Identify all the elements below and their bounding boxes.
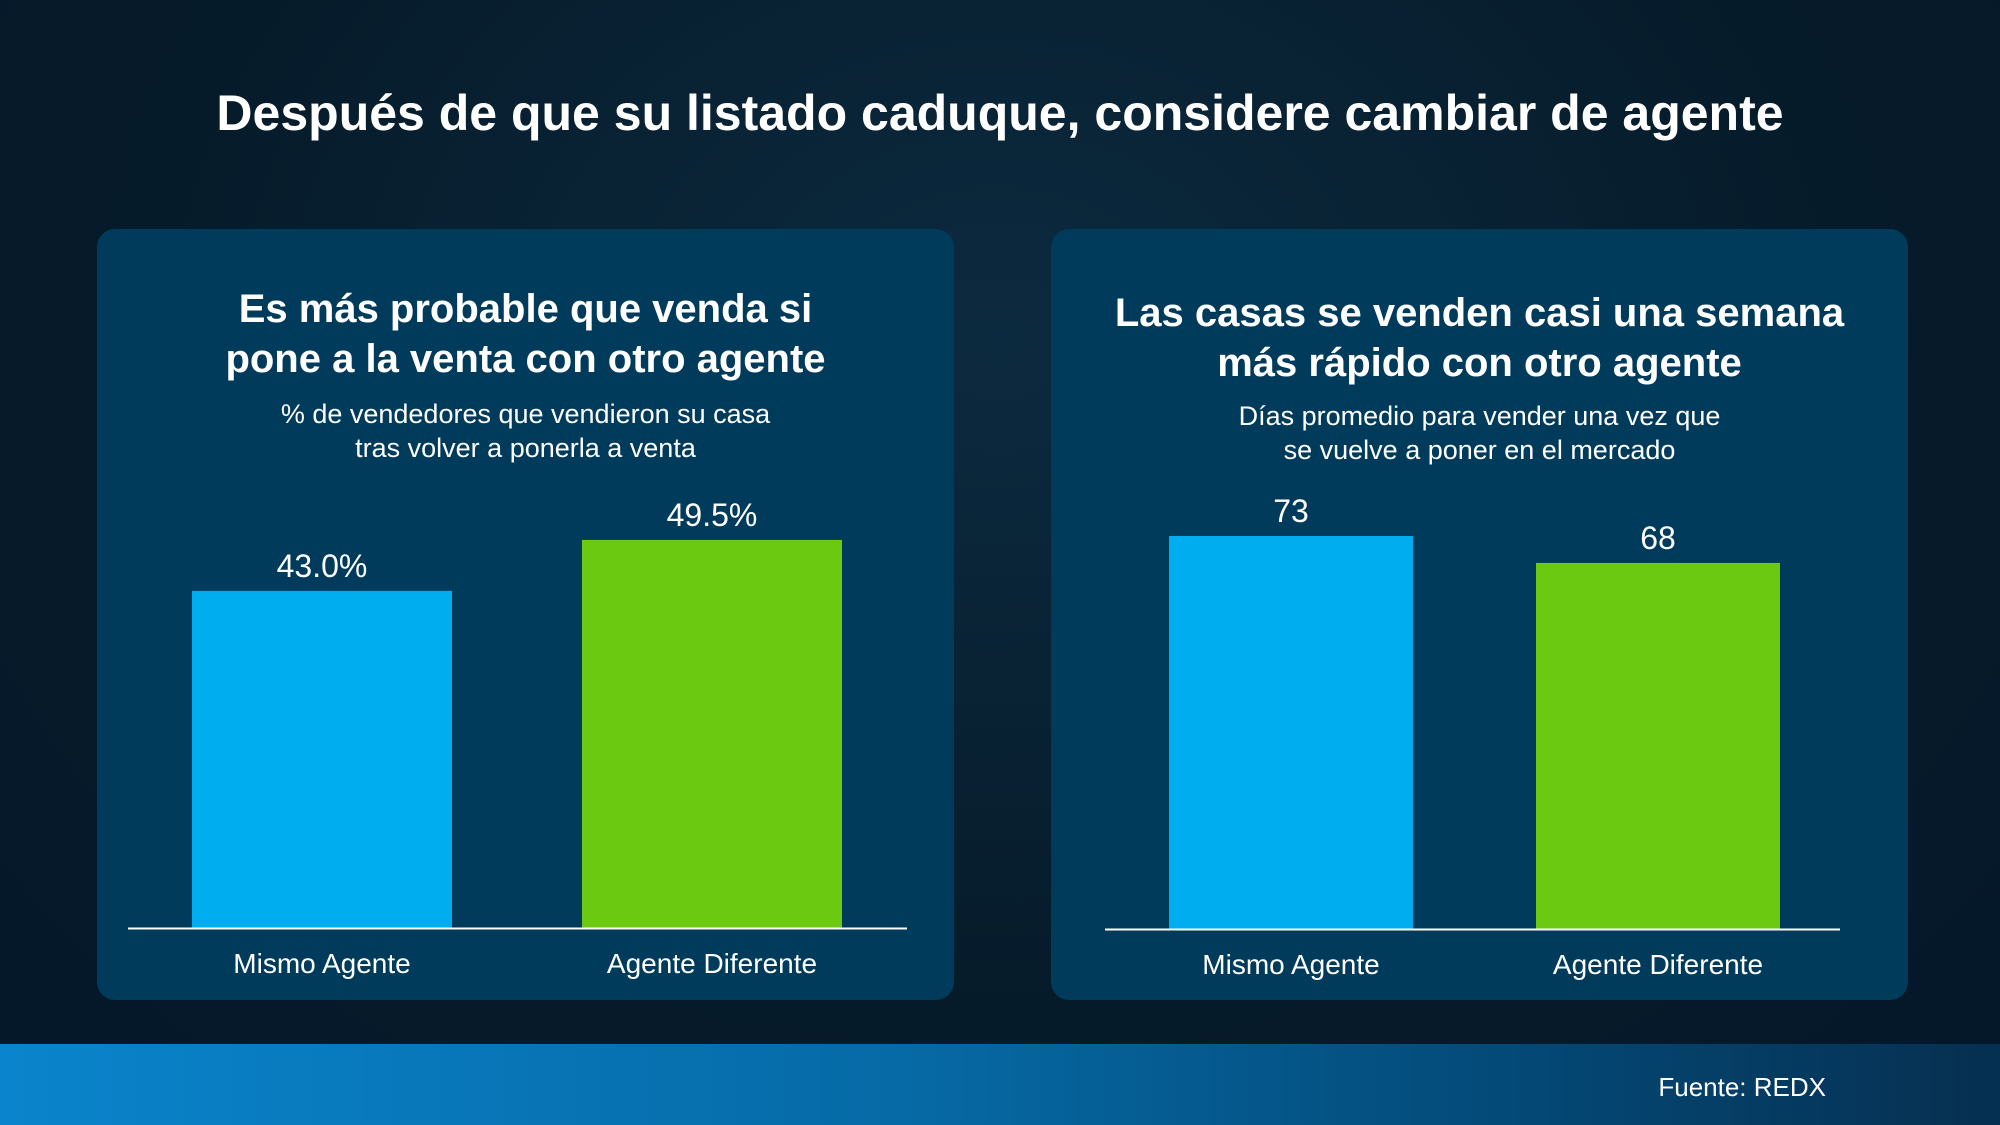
bar-value-label: 49.5% bbox=[667, 497, 758, 533]
category-label: Mismo Agente bbox=[233, 948, 410, 979]
chart-title: Es más probable que venda si pone a la v… bbox=[117, 284, 934, 384]
footer-band bbox=[0, 1044, 2000, 1125]
bar-agente-diferente bbox=[1536, 562, 1780, 929]
chart-panel-likelihood: Es más probable que venda si pone a la v… bbox=[97, 229, 954, 1000]
page-title: Después de que su listado caduque, consi… bbox=[216, 85, 1784, 141]
source-note: Fuente: REDX bbox=[1658, 1072, 1826, 1102]
chart-subtitle-line: tras volver a ponerla a venta bbox=[355, 433, 696, 463]
bar-mismo-agente bbox=[1169, 536, 1413, 929]
chart-title-line: más rápido con otro agente bbox=[1217, 341, 1742, 385]
bar-chart-likelihood: 43.0% Mismo Agente 49.5% Agente Diferente bbox=[128, 497, 907, 979]
category-label: Mismo Agente bbox=[1202, 949, 1379, 980]
category-label: Agente Diferente bbox=[607, 948, 817, 979]
category-label: Agente Diferente bbox=[1553, 949, 1763, 980]
chart-title-line: Las casas se venden casi una semana bbox=[1114, 291, 1845, 335]
bar-chart-days: 73 Mismo Agente 68 Agente Diferente bbox=[1105, 493, 1840, 980]
chart-title: Las casas se venden casi una semana más … bbox=[1071, 288, 1888, 388]
bar-value-label: 73 bbox=[1273, 493, 1309, 529]
bar-value-label: 43.0% bbox=[277, 548, 368, 584]
chart-panel-days: Las casas se venden casi una semana más … bbox=[1051, 229, 1908, 1000]
bar-agente-diferente bbox=[582, 539, 842, 928]
bar-value-label: 68 bbox=[1640, 520, 1676, 556]
bar-mismo-agente bbox=[192, 590, 452, 928]
chart-title-line: Es más probable que venda si bbox=[238, 287, 813, 331]
chart-subtitle-line: se vuelve a poner en el mercado bbox=[1283, 435, 1676, 465]
chart-subtitle-line: Días promedio para vender una vez que bbox=[1238, 401, 1721, 431]
chart-subtitle: Días promedio para vender una vez que se… bbox=[1091, 399, 1868, 467]
chart-subtitle-line: % de vendedores que vendieron su casa bbox=[280, 399, 771, 429]
chart-subtitle: % de vendedores que vendieron su casa tr… bbox=[137, 397, 914, 465]
chart-title-line: pone a la venta con otro agente bbox=[225, 337, 826, 381]
